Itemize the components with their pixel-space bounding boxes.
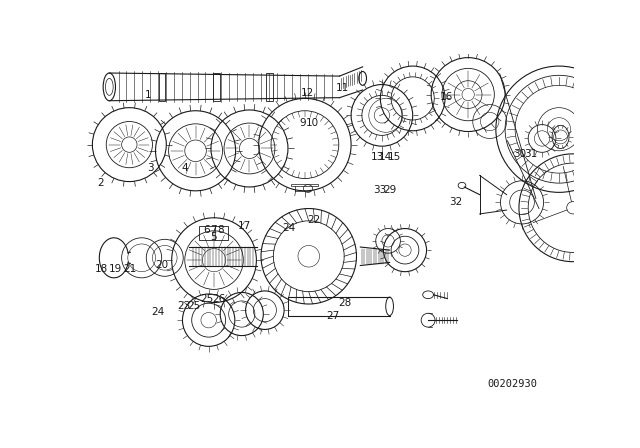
- Text: 29: 29: [383, 185, 396, 195]
- Bar: [212, 73, 220, 101]
- Text: 24: 24: [282, 223, 295, 233]
- Text: 32: 32: [449, 197, 463, 207]
- Text: 30: 30: [514, 149, 527, 159]
- Bar: [266, 73, 273, 101]
- Text: 10: 10: [306, 118, 319, 128]
- Text: 19: 19: [109, 264, 122, 274]
- Text: 00202930: 00202930: [488, 379, 538, 389]
- Text: 26: 26: [212, 294, 225, 304]
- Text: 18: 18: [95, 264, 108, 274]
- Text: 6: 6: [203, 225, 209, 235]
- Text: 23: 23: [177, 301, 191, 310]
- Text: 14: 14: [379, 152, 392, 162]
- Text: 31: 31: [524, 149, 538, 159]
- Bar: [159, 73, 164, 101]
- Text: 13: 13: [371, 152, 384, 162]
- Text: 1: 1: [145, 90, 152, 100]
- Text: 5: 5: [211, 232, 217, 241]
- Text: 15: 15: [388, 152, 401, 162]
- Text: 4: 4: [182, 163, 188, 172]
- Text: 25: 25: [188, 301, 200, 310]
- Text: 25: 25: [200, 294, 214, 304]
- Text: 27: 27: [326, 311, 340, 321]
- Text: 3: 3: [147, 163, 154, 172]
- Bar: [199, 226, 228, 240]
- Text: 21: 21: [124, 264, 136, 274]
- Text: 9: 9: [299, 118, 306, 128]
- Text: 20: 20: [155, 260, 168, 270]
- Text: 33: 33: [373, 185, 387, 195]
- Text: 28: 28: [339, 298, 352, 308]
- Text: 24: 24: [151, 307, 164, 318]
- Bar: [291, 184, 318, 186]
- Text: 16: 16: [440, 92, 453, 102]
- Text: 7: 7: [211, 225, 217, 235]
- Text: 11: 11: [336, 83, 349, 93]
- Text: 12: 12: [301, 88, 314, 99]
- Text: 2: 2: [97, 178, 104, 188]
- Text: 8: 8: [217, 225, 224, 235]
- Text: 22: 22: [308, 215, 321, 225]
- Text: 17: 17: [237, 221, 251, 231]
